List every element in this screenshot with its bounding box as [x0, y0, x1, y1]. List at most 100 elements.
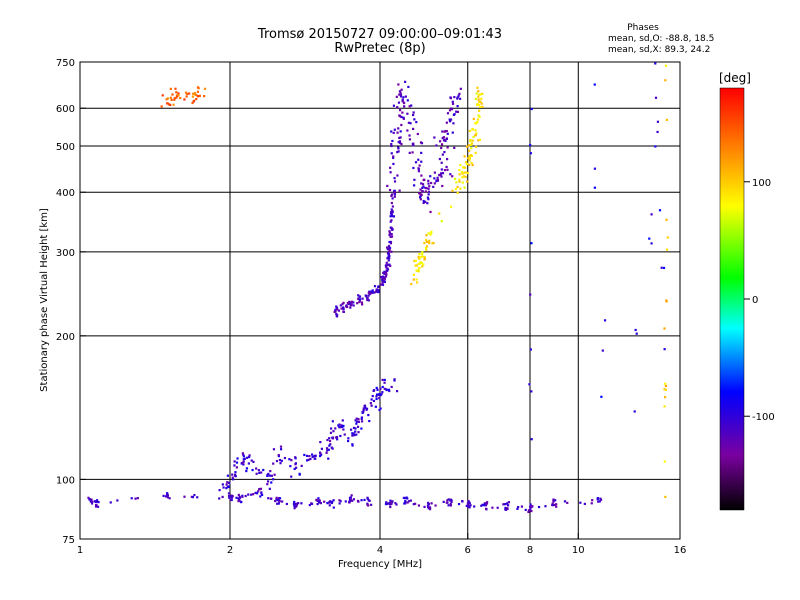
data-point — [270, 497, 273, 500]
data-point — [172, 103, 175, 106]
data-point — [474, 134, 477, 137]
data-point — [446, 168, 449, 171]
data-point — [90, 500, 94, 504]
data-point — [448, 109, 452, 112]
colorbar-tick-label: 0 — [752, 295, 758, 306]
data-point — [430, 230, 433, 234]
data-point — [478, 138, 482, 141]
data-point — [438, 157, 442, 161]
data-point — [648, 237, 651, 240]
data-point — [473, 505, 476, 508]
data-point — [244, 494, 247, 498]
data-point — [388, 188, 392, 192]
data-point — [416, 281, 419, 284]
data-point — [294, 463, 297, 466]
data-point — [381, 283, 385, 286]
data-point — [364, 294, 367, 297]
data-point — [470, 142, 474, 145]
data-point — [430, 502, 433, 505]
data-point — [665, 218, 668, 221]
data-point — [94, 505, 98, 508]
data-point — [231, 476, 234, 479]
data-point — [295, 466, 298, 469]
data-point — [413, 178, 416, 181]
data-point — [90, 502, 94, 505]
data-point — [191, 95, 195, 98]
data-point — [233, 464, 236, 467]
data-point — [329, 431, 333, 434]
data-point — [332, 430, 335, 433]
data-point — [412, 111, 415, 114]
data-point — [236, 457, 239, 460]
data-point — [467, 499, 470, 503]
data-point — [278, 497, 282, 500]
data-point — [421, 252, 424, 256]
data-point — [382, 277, 385, 280]
data-point — [634, 328, 637, 332]
data-point — [203, 87, 207, 90]
data-point — [422, 199, 425, 203]
data-point — [191, 101, 194, 105]
data-point — [476, 120, 479, 124]
data-point — [407, 121, 410, 124]
data-point — [169, 103, 172, 107]
data-point — [412, 278, 415, 281]
data-point — [446, 132, 449, 135]
data-point — [598, 500, 601, 503]
data-point — [450, 499, 453, 502]
data-point — [456, 105, 459, 108]
data-point — [305, 454, 309, 458]
data-point — [334, 309, 337, 312]
data-point — [480, 504, 483, 507]
data-point — [650, 242, 653, 245]
data-point — [656, 120, 660, 123]
data-point — [441, 130, 444, 133]
data-point — [551, 502, 554, 505]
data-point — [483, 504, 486, 507]
data-point — [375, 386, 378, 390]
data-point — [258, 471, 261, 474]
data-point — [342, 424, 345, 428]
data-point — [408, 134, 411, 137]
data-point — [278, 458, 282, 462]
data-point — [449, 205, 453, 208]
data-point — [351, 443, 354, 446]
data-point — [388, 502, 391, 505]
data-point — [419, 188, 422, 191]
data-point — [484, 502, 487, 505]
data-point — [457, 502, 461, 506]
data-point — [418, 257, 421, 260]
data-point — [95, 503, 98, 507]
data-point — [252, 493, 255, 496]
data-point — [461, 176, 464, 179]
data-point — [391, 139, 394, 143]
data-point — [279, 462, 282, 465]
data-point — [476, 118, 480, 121]
data-point — [407, 85, 410, 89]
data-point — [231, 478, 235, 481]
data-point — [90, 498, 93, 501]
data-point — [462, 175, 466, 178]
data-point — [320, 447, 323, 450]
data-point — [229, 498, 232, 501]
data-point — [427, 187, 430, 190]
data-point — [388, 233, 391, 237]
data-point — [339, 434, 342, 438]
data-point — [455, 110, 458, 113]
data-point — [381, 385, 384, 389]
data-point — [305, 459, 309, 462]
data-point — [393, 177, 396, 180]
data-point — [423, 178, 426, 181]
data-point — [419, 262, 422, 265]
data-point — [357, 294, 360, 297]
data-point — [421, 183, 425, 186]
data-point — [441, 137, 444, 140]
data-point — [372, 389, 375, 393]
data-point — [471, 128, 475, 131]
data-point — [408, 151, 411, 154]
data-point — [451, 100, 454, 103]
data-point — [554, 499, 557, 502]
data-point — [352, 304, 355, 307]
data-point — [601, 349, 604, 352]
data-point — [278, 500, 281, 503]
